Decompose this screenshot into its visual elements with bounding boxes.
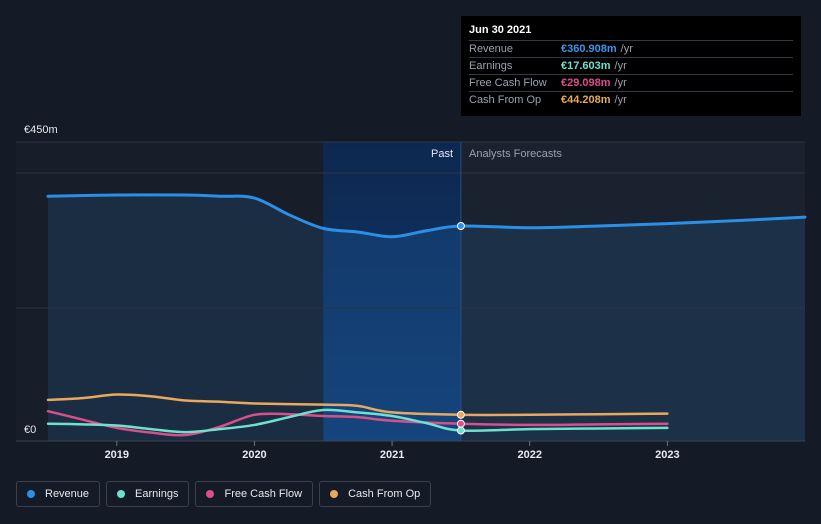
series-line-revenue [46, 193, 807, 239]
legend-item-revenue[interactable]: Revenue [16, 481, 101, 507]
tooltip-label: Cash From Op [469, 94, 542, 106]
tooltip-value: €44.208m [561, 94, 611, 106]
past-label: Past [431, 148, 453, 160]
x-tick-label: 2019 [105, 449, 129, 461]
marker-free-cash-flow [456, 419, 465, 428]
tooltip-label: Revenue [469, 43, 514, 55]
plot-background-forecast [460, 142, 805, 441]
tooltip-value: €29.098m [561, 77, 611, 89]
tooltip-label: Free Cash Flow [469, 77, 547, 89]
forecast-label: Analysts Forecasts [469, 148, 562, 160]
tooltip-label: Earnings [469, 60, 513, 72]
legend-label: Earnings [135, 488, 179, 500]
tooltip-row-free-cash-flow: Free Cash Flow €29.098m /yr [469, 75, 793, 92]
tooltip-unit: /yr [614, 77, 627, 89]
series-line-free-cash-flow [46, 409, 669, 437]
past-highlight-band [323, 142, 461, 441]
tooltip-value: €360.908m [561, 43, 617, 55]
marker-cash-from-op [456, 410, 465, 419]
tooltip: Jun 30 2021 Revenue €360.908m /yr Earnin… [461, 16, 801, 116]
tooltip-unit: /yr [614, 60, 627, 72]
legend-label: Free Cash Flow [224, 488, 303, 500]
tooltip-unit: /yr [620, 43, 633, 55]
tooltip-unit: /yr [614, 94, 627, 106]
y-label-zero: €0 [24, 424, 36, 436]
legend-dot-free-cash-flow [206, 490, 215, 498]
legend-label: Cash From Op [348, 488, 421, 500]
marker-revenue [456, 222, 465, 231]
legend-label: Revenue [45, 488, 90, 500]
legend-dot-cash-from-op [330, 490, 339, 498]
revenue-area [48, 194, 805, 441]
tooltip-date: Jun 30 2021 [469, 24, 793, 41]
y-label-max: €450m [24, 124, 58, 136]
x-tick-label: 2022 [517, 449, 541, 461]
tooltip-row-earnings: Earnings €17.603m /yr [469, 58, 793, 75]
legend-item-earnings[interactable]: Earnings [106, 481, 190, 507]
legend-item-cash-from-op[interactable]: Cash From Op [319, 481, 432, 507]
marker-earnings [456, 426, 465, 435]
series-line-cash-from-op [46, 393, 669, 417]
legend: Revenue Earnings Free Cash Flow Cash Fro… [16, 481, 432, 507]
tooltip-value: €17.603m [561, 60, 611, 72]
x-tick-label: 2023 [655, 449, 679, 461]
x-tick-label: 2021 [380, 449, 404, 461]
tooltip-row-cash-from-op: Cash From Op €44.208m /yr [469, 92, 793, 108]
legend-item-free-cash-flow[interactable]: Free Cash Flow [195, 481, 314, 507]
tooltip-row-revenue: Revenue €360.908m /yr [469, 41, 793, 58]
x-tick-label: 2020 [242, 449, 266, 461]
legend-dot-revenue [27, 490, 35, 498]
legend-dot-earnings [117, 490, 126, 498]
series-line-earnings [46, 408, 669, 434]
